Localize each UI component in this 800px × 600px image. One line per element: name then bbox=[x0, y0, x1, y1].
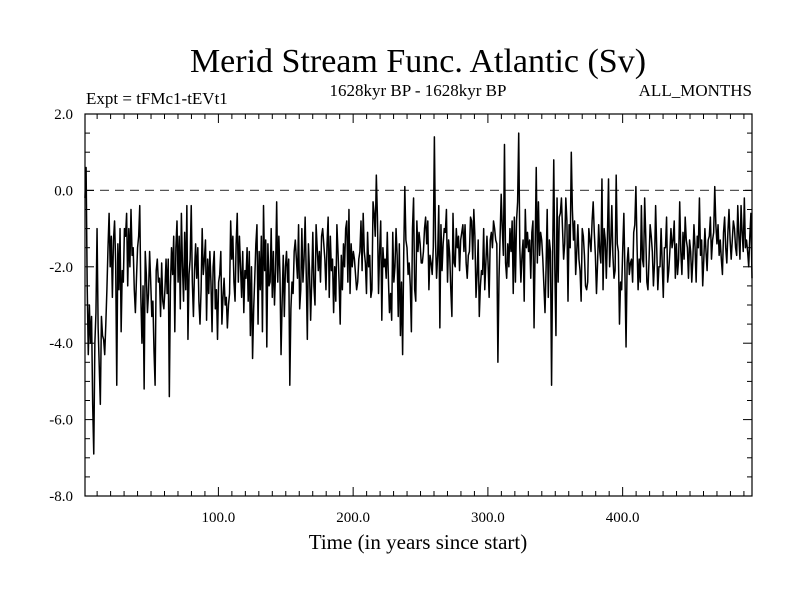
x-tick-label: 100.0 bbox=[202, 510, 236, 526]
y-tick-label: 0.0 bbox=[54, 183, 73, 199]
x-tick-label: 400.0 bbox=[606, 510, 640, 526]
y-tick-label: 2.0 bbox=[54, 107, 73, 123]
chart-subtitle-left: Expt = tFMc1-tEVt1 bbox=[86, 89, 228, 108]
y-tick-label: -6.0 bbox=[49, 413, 73, 429]
series-layer bbox=[84, 132, 753, 455]
y-tick-label: -2.0 bbox=[49, 260, 73, 276]
y-tick-label: -8.0 bbox=[49, 489, 73, 505]
chart-subtitle-center: 1628kyr BP - 1628kyr BP bbox=[330, 81, 507, 100]
tick-label-layer: 2.0 0.0 -2.0 -4.0 -6.0 -8.0 100.0 200.0 300.0 400… bbox=[49, 107, 639, 526]
tick-layer bbox=[85, 113, 752, 497]
plot-frame bbox=[84, 113, 753, 497]
chart-title: Merid Stream Func. Atlantic (Sv) bbox=[190, 43, 646, 80]
series-line bbox=[84, 132, 753, 455]
x-tick-label: 200.0 bbox=[336, 510, 370, 526]
x-tick-label: 300.0 bbox=[471, 510, 505, 526]
x-axis-label: Time (in years since start) bbox=[309, 530, 528, 554]
chart-subtitle-right: ALL_MONTHS bbox=[639, 81, 752, 100]
y-tick-label: -4.0 bbox=[49, 336, 73, 352]
